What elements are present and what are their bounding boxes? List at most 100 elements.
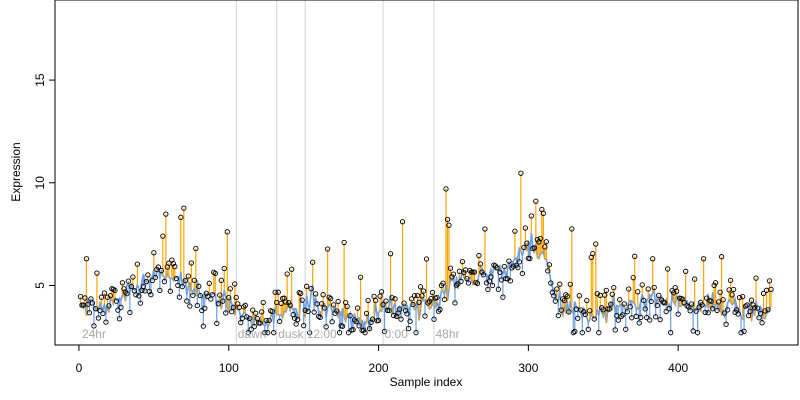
data-point bbox=[437, 306, 443, 313]
data-point bbox=[757, 310, 764, 317]
data-point bbox=[765, 307, 771, 313]
data-point bbox=[521, 244, 527, 251]
data-point bbox=[119, 280, 126, 286]
data-point bbox=[214, 320, 220, 327]
data-point bbox=[194, 302, 200, 309]
data-point bbox=[516, 259, 523, 265]
data-point bbox=[729, 292, 735, 298]
data-point bbox=[91, 323, 97, 329]
data-point bbox=[408, 296, 415, 302]
data-point bbox=[558, 307, 564, 313]
data-point bbox=[587, 308, 593, 314]
data-point bbox=[217, 292, 223, 298]
data-point bbox=[455, 281, 461, 287]
data-point bbox=[488, 274, 494, 280]
data-point bbox=[151, 250, 157, 256]
data-point bbox=[196, 283, 202, 289]
data-point bbox=[617, 297, 623, 303]
data-point bbox=[426, 298, 433, 304]
data-point bbox=[152, 274, 159, 281]
data-point bbox=[715, 299, 722, 305]
data-point bbox=[683, 268, 689, 274]
data-point bbox=[260, 299, 266, 306]
data-point bbox=[318, 301, 325, 307]
data-point bbox=[301, 323, 307, 329]
data-point bbox=[308, 286, 314, 292]
data-point bbox=[253, 310, 259, 316]
data-point bbox=[287, 302, 293, 308]
data-point bbox=[480, 272, 487, 278]
data-point bbox=[317, 314, 323, 321]
data-point bbox=[533, 198, 539, 204]
annotation-label: dusk bbox=[278, 327, 304, 341]
data-point bbox=[671, 290, 677, 296]
data-point bbox=[482, 226, 488, 232]
data-point bbox=[345, 330, 352, 336]
data-point bbox=[709, 306, 716, 312]
data-point bbox=[251, 323, 257, 330]
data-point bbox=[392, 296, 398, 302]
data-point bbox=[760, 290, 767, 297]
data-point bbox=[609, 291, 615, 297]
data-point bbox=[125, 278, 132, 284]
data-point bbox=[657, 317, 663, 323]
data-point bbox=[465, 280, 472, 286]
data-point bbox=[501, 263, 508, 270]
data-point bbox=[747, 308, 753, 314]
data-point bbox=[262, 330, 268, 336]
data-point bbox=[411, 292, 418, 299]
data-point bbox=[103, 319, 109, 325]
data-point bbox=[353, 318, 359, 325]
data-point bbox=[203, 290, 209, 296]
data-point bbox=[381, 328, 388, 335]
data-point bbox=[134, 261, 141, 267]
data-point bbox=[324, 246, 331, 252]
data-point bbox=[127, 309, 133, 316]
data-point bbox=[98, 294, 105, 300]
data-point bbox=[363, 310, 370, 316]
data-point bbox=[389, 295, 395, 301]
data-point bbox=[459, 259, 466, 265]
data-point bbox=[748, 297, 755, 303]
data-point bbox=[124, 290, 130, 297]
data-point bbox=[440, 280, 446, 286]
data-point bbox=[82, 295, 88, 301]
data-point bbox=[423, 256, 430, 262]
data-point bbox=[665, 266, 671, 272]
data-point bbox=[612, 327, 618, 333]
data-point bbox=[540, 210, 546, 216]
data-point bbox=[304, 283, 310, 289]
data-point bbox=[202, 305, 208, 311]
data-point bbox=[712, 280, 719, 286]
data-point bbox=[623, 326, 629, 332]
data-point bbox=[570, 330, 576, 336]
data-point bbox=[377, 293, 383, 299]
y-tick-label: 5 bbox=[33, 282, 47, 289]
data-point bbox=[739, 293, 746, 300]
data-point bbox=[542, 244, 548, 250]
data-point bbox=[107, 292, 114, 299]
data-point bbox=[200, 323, 206, 329]
data-point bbox=[167, 288, 173, 294]
data-point bbox=[705, 310, 711, 316]
data-point bbox=[393, 313, 400, 319]
annotation-label: 24hr bbox=[82, 327, 106, 341]
y-axis: 5 10 15 bbox=[33, 73, 56, 289]
data-point bbox=[292, 315, 298, 321]
data-point bbox=[254, 315, 260, 322]
data-point bbox=[635, 289, 641, 295]
data-point bbox=[110, 286, 117, 292]
data-point bbox=[354, 305, 361, 311]
data-point bbox=[474, 280, 481, 286]
data-point bbox=[330, 302, 337, 308]
data-point bbox=[569, 226, 575, 232]
data-point bbox=[585, 326, 591, 333]
data-point bbox=[754, 305, 761, 311]
data-point bbox=[312, 291, 319, 297]
data-point bbox=[693, 308, 699, 314]
data-point bbox=[648, 298, 654, 305]
data-point bbox=[341, 239, 347, 246]
data-point bbox=[286, 299, 292, 306]
data-point bbox=[230, 304, 236, 311]
data-point bbox=[717, 289, 723, 295]
